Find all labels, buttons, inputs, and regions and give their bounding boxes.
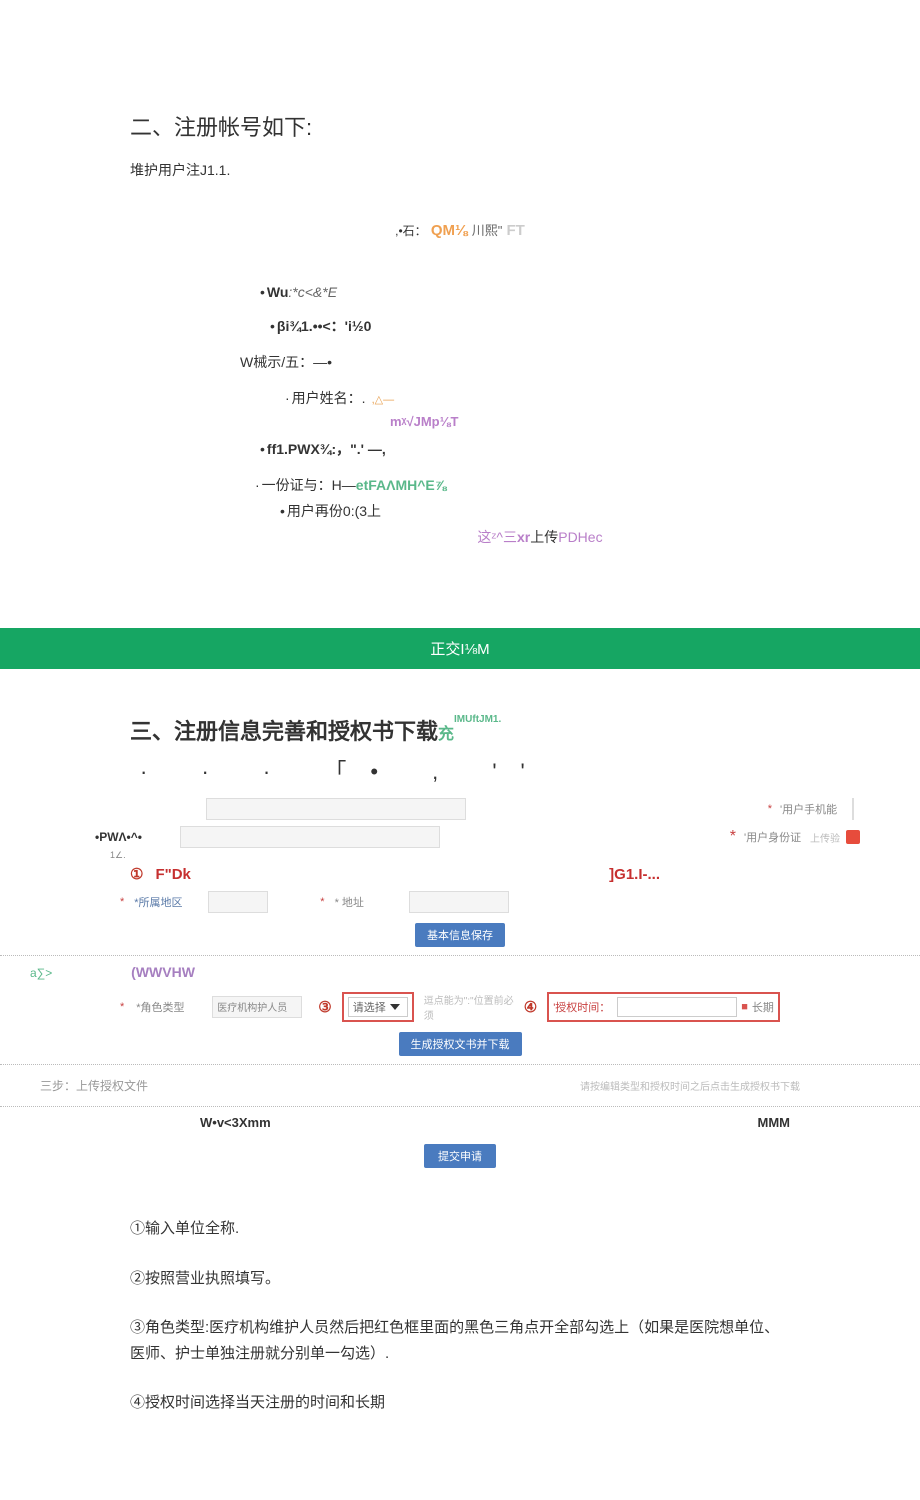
- field-generic-1[interactable]: [206, 798, 466, 820]
- green-link[interactable]: a∑>: [30, 966, 52, 980]
- form-screenshot: *'用户手机能 •PWΛ•^• *'用户身份证 上传验 1∠. ① F"Dk ]…: [0, 794, 920, 1198]
- upload-hint: 这ᶻ^三xr上传PDHec: [290, 527, 790, 547]
- comma-hint: 逗点能为":"位置前必须: [424, 992, 514, 1022]
- field-purple-note: mᵡ√JMp⅛T: [390, 414, 790, 429]
- addr-label: * 地址: [335, 894, 395, 910]
- redbox-select[interactable]: 请选择: [342, 992, 414, 1022]
- phone-label: '用户手机能: [780, 801, 840, 817]
- submit-button[interactable]: 正交I⅛M: [0, 628, 920, 669]
- instructions: ①输入单位全称. ②按照营业执照填写。 ③角色类型:医疗机构维护人员然后把红色框…: [130, 1216, 790, 1416]
- instruction-2: ②按照营业执照填写。: [130, 1266, 790, 1292]
- circle-3: ③: [318, 998, 331, 1016]
- registration-form: •Wu:*c<&*E •βi¾1.••<：'i½0 W械示/五：—• ·用户姓名…: [130, 284, 790, 624]
- fdk-label: F"Dk: [155, 866, 190, 883]
- redbox-authtime[interactable]: '授权时间： ■长期: [547, 992, 780, 1022]
- field-ff1: •ff1.PWX¾:，".' —,: [260, 439, 790, 459]
- role-field[interactable]: 医疗机构护人员: [212, 996, 302, 1018]
- jg1-label: ]G1.I-...: [609, 866, 660, 883]
- generate-auth-doc-button[interactable]: 生成授权文书并下载: [399, 1032, 522, 1056]
- idcard-label: '用户身份证: [744, 829, 804, 845]
- section3-title: 三、注册信息完善和授权书下载充IMUftJM1.: [130, 714, 790, 746]
- field-bi: •βi¾1.••<：'i½0: [270, 316, 790, 336]
- section2-title: 二、注册帐号如下:: [130, 110, 790, 142]
- circle-4: ④: [524, 998, 537, 1016]
- wv-label: W•v<3Xmm: [200, 1115, 271, 1130]
- step3-hint: 请按编辑类型和授权时间之后点击生成授权书下载: [580, 1078, 800, 1093]
- role-label: *角色类型: [136, 999, 196, 1015]
- field-username: ·用户姓名：. ,△—: [285, 388, 790, 408]
- field-generic-2[interactable]: [180, 826, 440, 848]
- upload-icon[interactable]: [846, 830, 860, 844]
- instruction-1: ①输入单位全称.: [130, 1216, 790, 1242]
- save-basic-info-button[interactable]: 基本信息保存: [415, 923, 505, 947]
- field-userrole: •用户再份0:(3上: [280, 501, 790, 521]
- mmm-label: MMM: [758, 1115, 791, 1130]
- circle-1: ①: [130, 865, 143, 883]
- region-label: *所属地区: [134, 894, 194, 910]
- field-idcert: ·一份证与：H—etFAΛMH^E⅞: [255, 475, 790, 495]
- instruction-3: ③角色类型:医疗机构维护人员然后把红色框里面的黑色三角点开全部勾选上（如果是医院…: [130, 1315, 790, 1366]
- dots-row: · · · 「• , '': [140, 754, 790, 786]
- pwa-sub: 1∠.: [110, 850, 920, 861]
- field-wshi: W械示/五：—•: [240, 352, 790, 372]
- wwvhw-link[interactable]: (WWVHW: [131, 964, 195, 980]
- step3-label: 三步：上传授权文件: [40, 1077, 148, 1094]
- submit-application-button[interactable]: 提交申请: [424, 1144, 496, 1168]
- instruction-4: ④授权时间选择当天注册的时间和长期: [130, 1390, 790, 1416]
- dropdown-triangle-icon: [390, 1004, 400, 1010]
- pwa-label: •PWΛ•^•: [95, 830, 142, 844]
- addr-field[interactable]: [409, 891, 509, 913]
- phone-field[interactable]: [852, 798, 854, 820]
- top-hint: ,•石： QM⅛ 川熙" FT: [130, 220, 790, 239]
- field-wu: •Wu:*c<&*E: [260, 284, 790, 300]
- region-field[interactable]: [208, 891, 268, 913]
- section2-subtitle: 堆护用户注J1.1.: [130, 160, 790, 180]
